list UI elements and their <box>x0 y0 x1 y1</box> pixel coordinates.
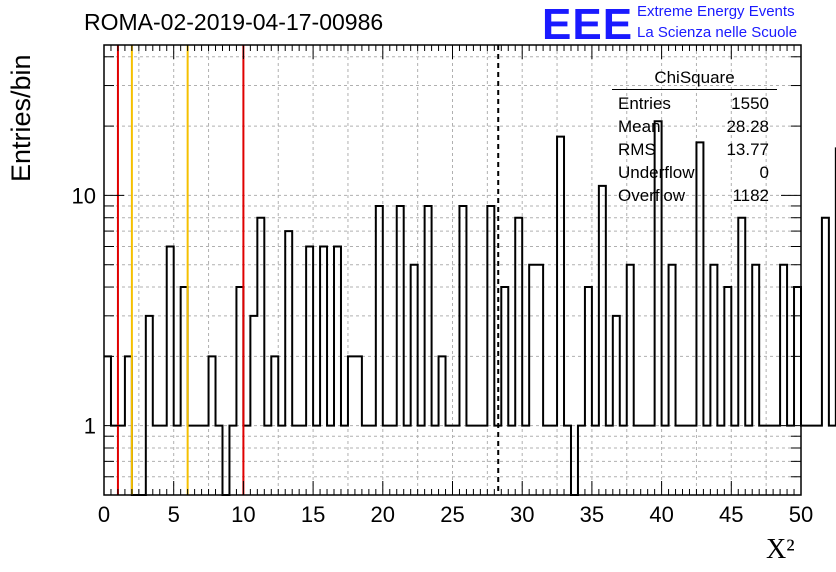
logo-line-2: La Scienza nelle Scuole <box>637 24 798 41</box>
y-axis-label: Entries/bin <box>6 54 36 182</box>
logo-line-1: Extreme Energy Events <box>637 3 795 20</box>
stats-label: Underflow <box>618 163 695 182</box>
stats-row-rms: RMS 13.77 <box>612 138 777 161</box>
stats-label: Mean <box>618 117 661 136</box>
x-tick-label: 45 <box>719 502 743 527</box>
stats-value: 1550 <box>731 94 769 113</box>
eee-logo: EEE <box>542 0 634 49</box>
y-tick-label: 10 <box>72 183 96 208</box>
y-tick-label: 1 <box>84 414 96 439</box>
x-axis-label: X² <box>766 534 795 565</box>
x-tick-label: 5 <box>168 502 180 527</box>
x-tick-label: 35 <box>580 502 604 527</box>
stats-value: 13.77 <box>726 140 769 159</box>
stats-rows: Entries 1550 Mean 28.28 RMS 13.77 Underflow 0 Ov… <box>612 92 777 207</box>
x-tick-label: 0 <box>98 502 110 527</box>
stats-row-mean: Mean 28.28 <box>612 115 777 138</box>
x-tick-label: 20 <box>371 502 395 527</box>
x-tick-label: 25 <box>440 502 464 527</box>
stats-label: RMS <box>618 140 656 159</box>
stats-row-overflow: Overflow 1182 <box>612 184 777 207</box>
stats-label: Overflow <box>618 186 686 205</box>
stats-row-entries: Entries 1550 <box>612 92 777 115</box>
x-tick-label: 15 <box>301 502 325 527</box>
x-tick-label: 40 <box>649 502 673 527</box>
stats-label: Entries <box>618 94 671 113</box>
stats-value: 28.28 <box>726 117 769 136</box>
histogram-series <box>104 120 836 496</box>
stats-row-underflow: Underflow 0 <box>612 161 777 184</box>
chart-title: ROMA-02-2019-04-17-00986 <box>84 9 384 35</box>
x-tick-label: 50 <box>789 502 813 527</box>
x-tick-label: 10 <box>231 502 255 527</box>
stats-title: ChiSquare <box>612 68 777 90</box>
stats-box: ChiSquare Entries 1550 Mean 28.28 RMS 13.77 Un… <box>612 68 777 207</box>
stats-value: 1182 <box>732 186 769 205</box>
x-tick-label: 30 <box>510 502 534 527</box>
stats-value: 0 <box>759 163 769 182</box>
